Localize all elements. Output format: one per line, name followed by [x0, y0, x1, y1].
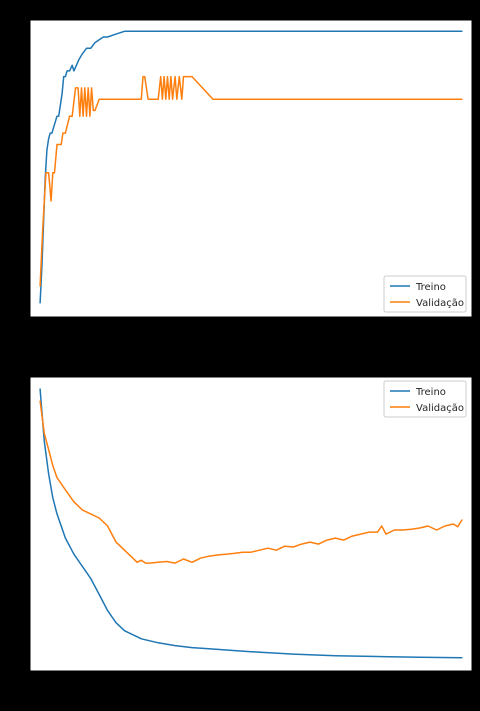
loss-series-treino-line	[39, 388, 463, 659]
accuracy-chart: Acurácia Treino Validação	[26, 6, 473, 321]
accuracy-legend-box	[383, 275, 467, 313]
accuracy-legend-validacao-label: Validação	[416, 298, 464, 309]
accuracy-series-treino-line	[39, 30, 463, 304]
loss-legend-treino-label: Treino	[415, 387, 446, 398]
loss-axes-frame	[29, 376, 473, 672]
loss-legend: Treino Validação	[383, 380, 467, 418]
loss-axis-ticks	[26, 392, 463, 675]
accuracy-legend-treino-label: Treino	[415, 282, 446, 293]
loss-chart: Perda Treino Validação	[26, 364, 473, 675]
accuracy-series-validacao-line	[39, 75, 463, 287]
loss-legend-box	[383, 380, 467, 418]
accuracy-legend: Treino Validação	[383, 275, 467, 313]
accuracy-axes-frame	[29, 19, 473, 318]
accuracy-chart-title: Acurácia	[230, 6, 273, 18]
loss-series-validacao-line	[39, 400, 463, 564]
accuracy-axis-ticks	[26, 30, 463, 321]
loss-legend-validacao-label: Validação	[416, 403, 464, 414]
accuracy-series-group	[39, 30, 463, 304]
loss-axes-background	[30, 377, 472, 671]
accuracy-axes-background	[30, 20, 472, 317]
loss-chart-title: Perda	[238, 364, 266, 375]
loss-series-group	[39, 388, 463, 659]
